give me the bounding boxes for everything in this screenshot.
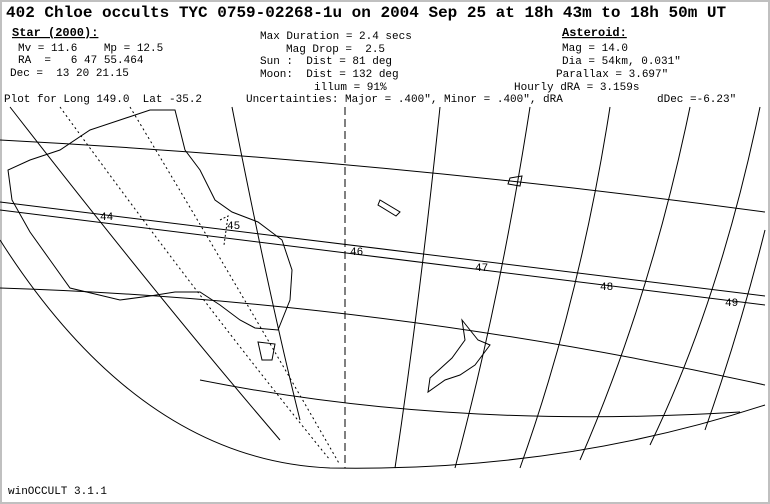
time-label: 44 (100, 212, 114, 224)
meridian (454, 106, 531, 469)
star-line: Mv = 11.6 Mp = 12.5 (18, 43, 163, 55)
meridian (394, 106, 441, 469)
footer: winOCCULT 3.1.1 (8, 486, 107, 498)
asteroid-line: Parallax = 3.697" (556, 69, 668, 81)
asteroid-line: Mag = 14.0 (562, 43, 628, 55)
coastline-tasmania (257, 341, 276, 361)
plot-info: Plot for Long 149.0 Lat -35.2 (4, 94, 202, 106)
asteroid-line: dDec =-6.23" (657, 94, 736, 106)
meridian (579, 106, 691, 461)
meridian (9, 106, 281, 441)
event-line: illum = 91% (314, 82, 387, 94)
meridian (519, 106, 611, 469)
path-edge (0, 209, 766, 306)
latitude-line (0, 139, 766, 213)
coastline-island (507, 175, 523, 187)
time-label: 45 (227, 221, 240, 233)
latitude-line (199, 379, 741, 418)
path-edge (0, 201, 766, 297)
star-heading: Star (2000): (12, 26, 98, 40)
asteroid-line: Hourly dRA = 3.159s (514, 82, 639, 94)
star-line: Dec = 13 20 21.15 (10, 68, 129, 80)
asteroid-heading: Asteroid: (562, 26, 627, 40)
globe-limb (0, 239, 766, 469)
coastline-new-zealand (427, 318, 491, 394)
event-line: Moon: Dist = 132 deg (260, 69, 399, 81)
limit-line (129, 106, 341, 466)
coastline-australia (7, 109, 293, 331)
meridian (231, 106, 301, 421)
meridian (649, 106, 761, 446)
event-line: Max Duration = 2.4 secs (260, 31, 412, 43)
title: 402 Chloe occults TYC 0759-02268-1u on 2… (6, 4, 727, 22)
event-line: Sun : Dist = 81 deg (260, 56, 392, 68)
event-line: Mag Drop = 2.5 (286, 44, 385, 56)
time-label: 49 (725, 298, 738, 310)
star-line: RA = 6 47 55.464 (18, 55, 144, 67)
asteroid-line: Dia = 54km, 0.031" (562, 56, 681, 68)
coastline-island (377, 199, 401, 217)
uncertainties: Uncertainties: Major = .400", Minor = .4… (246, 94, 563, 106)
latitude-line (0, 287, 766, 386)
map (0, 106, 766, 469)
meridian (704, 229, 766, 431)
time-label: 48 (600, 282, 613, 294)
time-label: 47 (475, 263, 488, 275)
time-label: 46 (350, 247, 363, 259)
border (219, 215, 229, 246)
